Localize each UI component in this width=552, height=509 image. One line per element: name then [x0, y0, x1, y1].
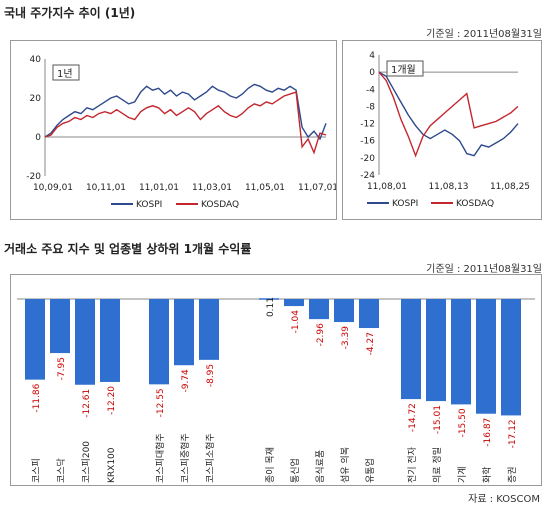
series-line-kospi — [378, 71, 519, 157]
data-label: -1.04 — [291, 310, 301, 334]
bar — [199, 299, 219, 360]
panel-label: 1년 — [57, 68, 73, 80]
data-label: -17.12 — [508, 419, 518, 448]
category-label: 전기 전자 — [407, 446, 418, 483]
category-label: KRX100 — [107, 447, 117, 483]
bar — [451, 299, 471, 405]
category-label: 코스피대형주 — [155, 433, 166, 483]
category-label: 증권 — [506, 466, 518, 483]
y-tick-label: -12 — [360, 120, 375, 130]
data-label: -12.55 — [156, 388, 166, 417]
y-tick-label: -16 — [360, 137, 375, 147]
bar — [149, 299, 169, 385]
one-year-line-chart: -20 0 20 40 10,09,01 10,11,01 11,01,01 11,03,01… — [26, 55, 338, 210]
series-line-kosdaq — [44, 91, 327, 155]
y-tick-label: 0 — [35, 133, 41, 143]
data-label: -15.50 — [458, 408, 468, 437]
legend-label-kosdaq: KOSDAQ — [456, 199, 494, 209]
series-line-kospi — [44, 83, 327, 141]
bar — [501, 299, 521, 416]
data-label: -2.96 — [316, 323, 326, 347]
section1-title: 국내 주가지수 추이 (1년) — [4, 6, 136, 20]
category-label: 코스피중형주 — [180, 433, 191, 483]
legend-label-kospi: KOSPI — [392, 199, 418, 209]
bar — [75, 299, 95, 385]
y-tick-label: 40 — [30, 55, 42, 65]
category-label: 코스피200 — [81, 441, 92, 483]
y-tick-label: 20 — [30, 94, 42, 104]
category-label: 통신업 — [290, 458, 301, 483]
category-label: 코스피 — [31, 458, 42, 483]
category-label: 종이 목재 — [265, 447, 276, 483]
data-label: -3.39 — [341, 326, 351, 350]
y-tick-label: -20 — [360, 154, 375, 164]
category-label: 코스피소형주 — [205, 433, 216, 483]
data-label: -8.95 — [206, 364, 216, 387]
bar — [334, 299, 354, 323]
legend-label-kospi: KOSPI — [136, 200, 162, 210]
data-label: -12.61 — [82, 389, 92, 418]
bar — [426, 299, 446, 402]
category-label: 화학 — [482, 466, 493, 483]
bar — [259, 298, 279, 300]
data-label: -14.72 — [408, 403, 418, 432]
bar — [50, 299, 70, 354]
panel-label: 1개월 — [391, 64, 416, 76]
x-tick-label: 11,05,01 — [245, 183, 285, 193]
data-label: -9.74 — [181, 369, 191, 393]
bar — [309, 299, 329, 320]
one-year-chart-panel: -20 0 20 40 10,09,01 10,11,01 11,01,01 11,03,01… — [10, 40, 338, 220]
y-tick-label: 0 — [369, 68, 375, 78]
x-tick-label: 10,11,01 — [86, 183, 126, 193]
x-tick-label: 11,08,01 — [367, 182, 407, 192]
data-label: -11.86 — [32, 383, 42, 412]
bar — [476, 299, 496, 414]
x-tick-label: 10,09,01 — [33, 183, 73, 193]
bar — [359, 299, 379, 329]
data-label: -16.87 — [483, 418, 493, 447]
one-month-chart-panel: 4 0 -4 -8 -12 -16 -20 -24 11,08,01 11,08,13 11,08,… — [342, 40, 542, 220]
data-label: 0.11 — [266, 297, 276, 317]
data-label: -4.27 — [366, 332, 376, 355]
returns-bar-chart: -11.86 코스피 -7.95 코스닥 -12.61 코스피200 -12.20 KRX10… — [17, 297, 535, 483]
data-label: -12.20 — [107, 386, 117, 415]
x-tick-label: 11,08,13 — [428, 182, 468, 192]
x-tick-label: 11,01,01 — [139, 183, 179, 193]
category-label: 유통업 — [365, 458, 376, 483]
bar — [25, 299, 45, 380]
data-label: -15.01 — [433, 405, 443, 434]
panel-label-box — [386, 60, 424, 77]
returns-bar-chart-panel: -11.86 코스피 -7.95 코스닥 -12.61 코스피200 -12.20 KRX10… — [10, 274, 542, 486]
section2-title: 거래소 주요 지수 및 업종별 상하위 1개월 수익률 — [4, 242, 252, 256]
y-tick-label: -24 — [360, 171, 375, 181]
x-tick-label: 11,08,25 — [490, 182, 530, 192]
section1-ref-date: 기준일 : 2011년08월31일 — [426, 29, 542, 40]
legend-label-kosdaq: KOSDAQ — [201, 200, 239, 210]
category-label: 기계 — [456, 466, 468, 483]
bar — [100, 299, 120, 382]
section2-ref-date: 기준일 : 2011년08월31일 — [426, 264, 542, 275]
data-label: -7.95 — [57, 357, 67, 380]
source-note: 자료 : KOSCOM — [468, 494, 540, 505]
y-tick-label: -8 — [366, 102, 375, 112]
x-tick-label: 11,07,01 — [298, 183, 336, 193]
y-tick-label: -4 — [366, 85, 375, 95]
y-tick-label: 4 — [369, 51, 375, 61]
bar — [401, 299, 421, 400]
y-tick-label: -20 — [26, 172, 41, 182]
x-tick-label: 11,03,01 — [192, 183, 232, 193]
series-line-kosdaq — [378, 71, 519, 158]
category-label: 코스닥 — [56, 458, 67, 483]
category-label: 의료 정밀 — [431, 447, 443, 483]
bar — [284, 299, 304, 307]
panel-label-box — [52, 64, 80, 81]
category-label: 음식료품 — [315, 450, 326, 483]
category-label: 섬유 의복 — [340, 447, 351, 483]
bar — [174, 299, 194, 366]
